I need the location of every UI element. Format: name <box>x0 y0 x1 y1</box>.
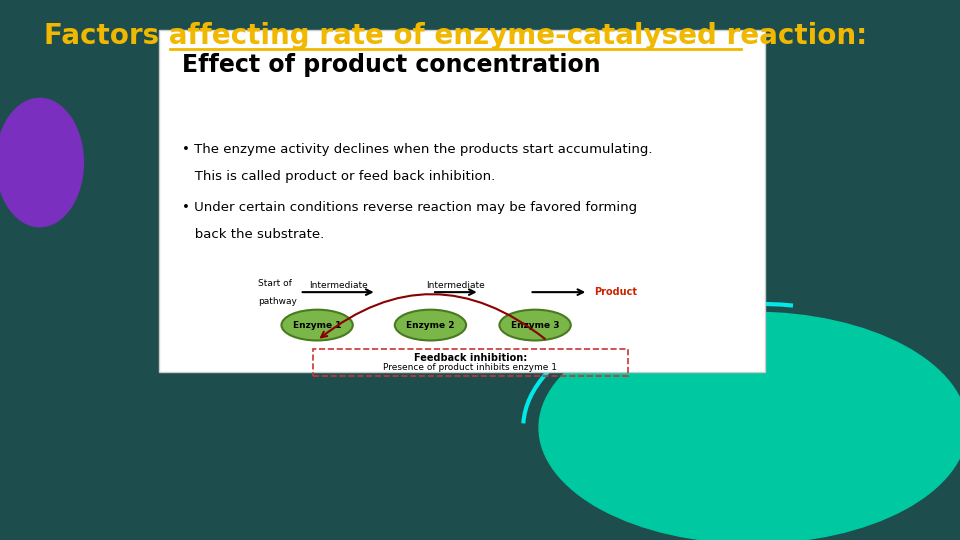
Ellipse shape <box>395 309 467 341</box>
Text: This is called product or feed back inhibition.: This is called product or feed back inhi… <box>182 170 495 183</box>
FancyBboxPatch shape <box>158 30 765 372</box>
Text: Start of: Start of <box>257 279 292 288</box>
Text: pathway: pathway <box>257 298 297 306</box>
Ellipse shape <box>281 309 352 341</box>
Text: Intermediate: Intermediate <box>426 281 485 289</box>
Text: • Under certain conditions reverse reaction may be favored forming: • Under certain conditions reverse react… <box>182 201 637 214</box>
Text: Product: Product <box>594 287 637 297</box>
Ellipse shape <box>0 98 84 227</box>
Text: Enzyme 1: Enzyme 1 <box>293 321 342 329</box>
Text: Effect of product concentration: Effect of product concentration <box>182 53 601 77</box>
Text: Feedback inhibition:: Feedback inhibition: <box>414 353 527 363</box>
Ellipse shape <box>499 309 571 341</box>
Text: Factors affecting rate of enzyme-catalysed reaction:: Factors affecting rate of enzyme-catalys… <box>44 22 868 50</box>
Text: Enzyme 2: Enzyme 2 <box>406 321 455 329</box>
Text: back the substrate.: back the substrate. <box>182 227 324 240</box>
Text: • The enzyme activity declines when the products start accumulating.: • The enzyme activity declines when the … <box>182 143 653 156</box>
Text: Presence of product inhibits enzyme 1: Presence of product inhibits enzyme 1 <box>383 363 558 372</box>
Text: Enzyme 3: Enzyme 3 <box>511 321 560 329</box>
Text: Intermediate: Intermediate <box>309 281 368 289</box>
Circle shape <box>540 312 960 540</box>
